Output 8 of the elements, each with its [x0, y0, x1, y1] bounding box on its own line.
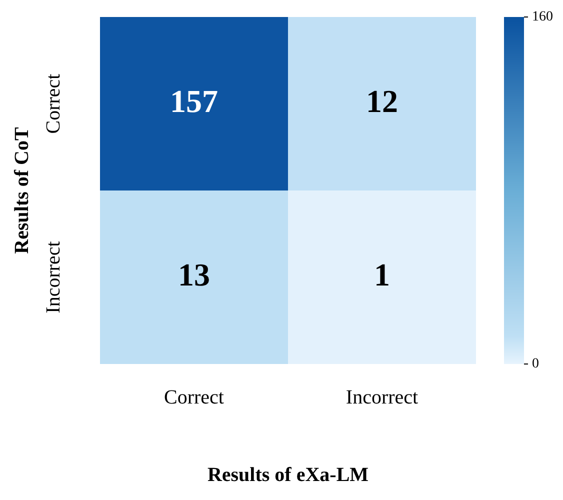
- color-bar-label: 0: [532, 356, 539, 372]
- data-label: 1: [374, 256, 390, 293]
- y-axis-title: Results of CoT: [11, 126, 34, 254]
- data-label: 13: [178, 256, 210, 293]
- color-bar-label: 160: [532, 10, 553, 25]
- data-label: 12: [366, 83, 398, 120]
- x-axis-title: Results of eXa-LM: [207, 464, 369, 486]
- data-label: 157: [170, 83, 218, 120]
